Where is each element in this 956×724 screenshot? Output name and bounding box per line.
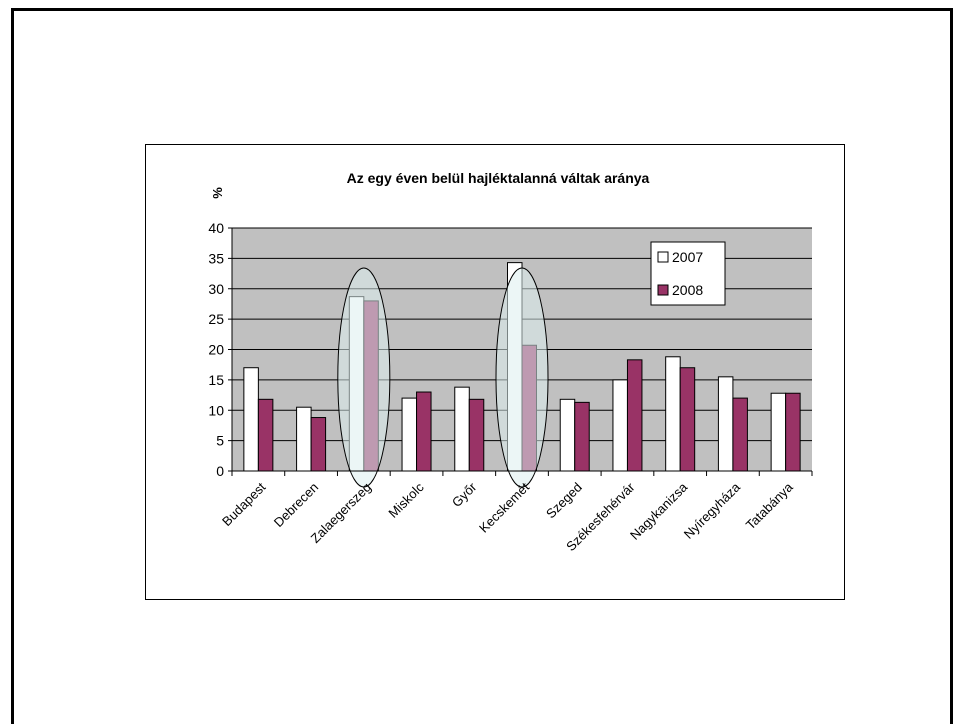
x-tick-label-szeged: Szeged <box>543 480 585 522</box>
bar-2008-nagykanizsa <box>679 367 696 472</box>
chart-container: Az egy éven belül hajléktalanná váltak a… <box>145 144 845 600</box>
x-tick-label-tatabánya: Tatabánya <box>743 479 797 533</box>
y-tick-label: 0 <box>216 463 224 479</box>
bar-2007-székesfehérvár <box>612 379 628 472</box>
x-tick-label-debrecen: Debrecen <box>271 480 321 530</box>
highlight-ellipse-zalaegerszeg <box>337 267 391 488</box>
y-tick-label: 25 <box>208 311 224 327</box>
bar-2007-budapest <box>243 367 259 472</box>
bar-2008-székesfehérvár <box>626 359 643 472</box>
y-tick-label: 15 <box>208 372 224 388</box>
bar-2008-budapest <box>257 398 274 472</box>
x-tick-label-nyíregyháza: Nyíregyháza <box>681 479 744 542</box>
y-tick-label: 30 <box>208 281 224 297</box>
x-tick-label-miskolc: Miskolc <box>385 479 427 521</box>
x-tick-label-nagykanizsa: Nagykanizsa <box>627 479 691 543</box>
legend-label-2007: 2007 <box>672 249 703 265</box>
x-tick-label-kecskemét: Kecskemét <box>476 479 532 535</box>
y-tick-label: 35 <box>208 250 224 266</box>
y-tick-label: 40 <box>208 220 224 236</box>
chart-title: Az egy éven belül hajléktalanná váltak a… <box>347 170 650 186</box>
slide-frame: Az egy éven belül hajléktalanná váltak a… <box>11 8 953 724</box>
bar-2008-nyíregyháza <box>732 397 748 472</box>
bar-2008-szeged <box>574 401 590 472</box>
legend-label-2008: 2008 <box>672 282 703 298</box>
bar-2008-miskolc <box>416 391 432 472</box>
y-tick-label: 5 <box>216 433 224 449</box>
bar-2007-debrecen <box>296 406 312 472</box>
bar-2008-tatabánya <box>785 392 801 472</box>
y-axis-label: % <box>210 187 225 199</box>
bar-2007-nagykanizsa <box>665 356 681 472</box>
highlight-ellipse-kecskemét <box>495 267 549 488</box>
x-tick-label-budapest: Budapest <box>219 479 269 529</box>
bar-2008-győr <box>468 398 485 472</box>
bar-2007-nyíregyháza <box>717 376 734 472</box>
bar-chart: Az egy éven belül hajléktalanná váltak a… <box>208 170 813 554</box>
bar-2007-szeged <box>559 398 576 472</box>
y-tick-label: 20 <box>208 342 224 358</box>
bar-2007-tatabánya <box>770 392 787 472</box>
bar-2007-győr <box>454 386 470 472</box>
y-tick-label: 10 <box>208 402 224 418</box>
bar-2008-debrecen <box>310 417 327 472</box>
legend-swatch-2007 <box>657 251 669 263</box>
legend: 2007 2008 <box>650 241 726 306</box>
x-tick-label-győr: Győr <box>449 479 480 510</box>
legend-swatch-2008 <box>657 284 669 296</box>
bar-2007-miskolc <box>401 397 418 472</box>
